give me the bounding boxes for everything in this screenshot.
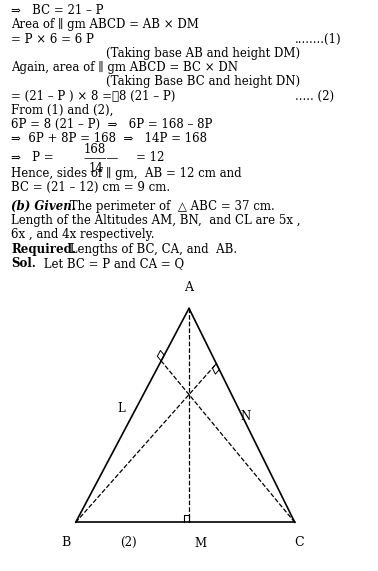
Text: Required.: Required. [11,243,76,256]
Text: Again, area of ∥ gm ABCD = BC × DN: Again, area of ∥ gm ABCD = BC × DN [11,61,239,74]
Text: N: N [240,411,250,423]
Text: (b) Given.: (b) Given. [11,200,76,213]
Text: ⇒   BC = 21 – P: ⇒ BC = 21 – P [11,4,104,17]
Text: A: A [184,281,194,294]
Text: Hence, sides of ∥ gm,  AB = 12 cm and: Hence, sides of ∥ gm, AB = 12 cm and [11,167,242,180]
Text: = (21 – P ) × 8 =˸8 (21 – P): = (21 – P ) × 8 =˸8 (21 – P) [11,90,176,103]
Text: Sol.: Sol. [11,257,36,270]
Text: = 12: = 12 [136,151,164,164]
Text: 168: 168 [83,143,105,156]
Text: ———: ——— [83,152,118,166]
Text: 6P = 8 (21 – P)  ⇒   6P = 168 – 8P: 6P = 8 (21 – P) ⇒ 6P = 168 – 8P [11,118,213,131]
Text: From (1) and (2),: From (1) and (2), [11,104,114,117]
Text: ⇒   P =: ⇒ P = [11,151,54,164]
Text: Lengths of BC, CA, and  AB.: Lengths of BC, CA, and AB. [66,243,237,256]
Text: (Taking base AB and height DM): (Taking base AB and height DM) [106,47,300,60]
Text: C: C [294,536,304,549]
Text: BC = (21 – 12) cm = 9 cm.: BC = (21 – 12) cm = 9 cm. [11,181,170,194]
Text: (Taking Base BC and height DN): (Taking Base BC and height DN) [106,75,300,89]
Text: (2): (2) [120,536,137,549]
Text: ⇒  6P + 8P = 168  ⇒   14P = 168: ⇒ 6P + 8P = 168 ⇒ 14P = 168 [11,132,208,146]
Text: 14: 14 [89,162,104,175]
Text: = P × 6 = 6 P: = P × 6 = 6 P [11,33,94,46]
Text: Length of the Altitudes AM, BN,  and CL are 5x ,: Length of the Altitudes AM, BN, and CL a… [11,214,301,227]
Text: 6x , and 4x respectively.: 6x , and 4x respectively. [11,228,155,242]
Text: B: B [62,536,71,549]
Text: Let BC = P and CA = Q: Let BC = P and CA = Q [40,257,184,270]
Text: Area of ∥ gm ABCD = AB × DM: Area of ∥ gm ABCD = AB × DM [11,18,199,31]
Text: M: M [195,537,207,550]
Text: L: L [117,402,125,415]
Text: ..... (2): ..... (2) [295,90,334,103]
Text: The perimeter of  △ ABC = 37 cm.: The perimeter of △ ABC = 37 cm. [66,200,275,213]
Text: ........(1): ........(1) [295,33,341,46]
